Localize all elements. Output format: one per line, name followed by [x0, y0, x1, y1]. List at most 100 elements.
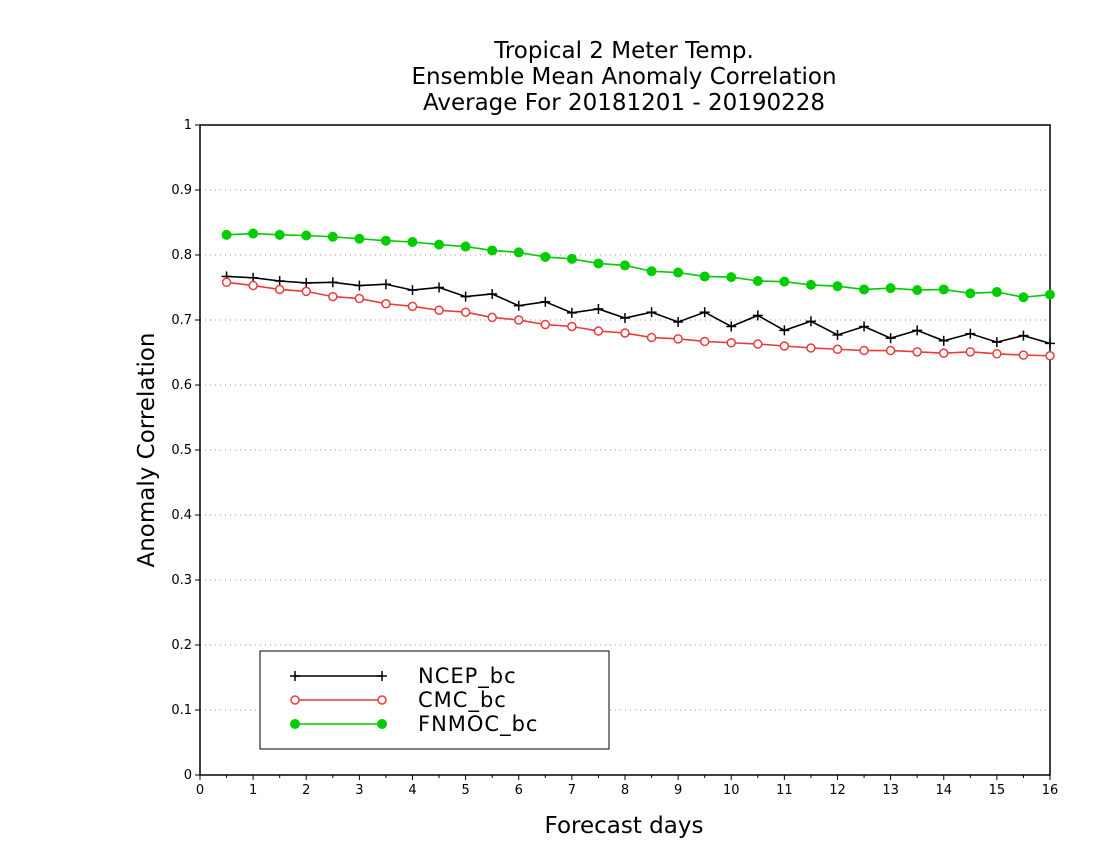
data-point — [620, 313, 630, 324]
data-point — [274, 229, 285, 240]
data-point — [699, 336, 710, 347]
data-point — [487, 245, 498, 256]
x-tick-label: 3 — [355, 783, 363, 798]
y-tick-label: 0.3 — [171, 573, 192, 588]
data-point — [301, 277, 312, 288]
x-tick-label: 11 — [776, 783, 793, 798]
data-point — [965, 328, 976, 339]
data-point — [248, 280, 258, 291]
x-tick-label: 4 — [408, 783, 416, 798]
data-point — [567, 321, 577, 332]
data-point — [805, 279, 816, 290]
data-point — [912, 347, 922, 357]
x-tick-label: 8 — [621, 783, 629, 798]
data-point — [779, 325, 790, 336]
legend-label: NCEP_bc — [418, 664, 517, 689]
x-tick-label: 0 — [196, 783, 204, 798]
data-point — [912, 325, 923, 336]
y-tick-label: 0.4 — [171, 508, 192, 523]
data-point — [434, 239, 445, 250]
data-point — [381, 299, 391, 309]
data-point — [646, 332, 657, 343]
data-point — [991, 337, 1002, 348]
data-point — [593, 326, 604, 336]
data-point — [1045, 289, 1055, 300]
data-point — [377, 671, 387, 681]
data-point — [805, 316, 816, 327]
series-line — [226, 232, 1051, 299]
data-point — [646, 307, 657, 318]
chart-title-line-2: Ensemble Mean Anomaly Correlation — [411, 64, 836, 90]
data-point — [434, 305, 444, 315]
data-point — [1018, 292, 1029, 303]
legend-item-ncep-bc: NCEP_bc — [290, 664, 517, 689]
data-point — [328, 291, 338, 302]
x-tick-label: 16 — [1042, 783, 1059, 798]
legend-label: CMC_bc — [418, 688, 507, 713]
data-point — [290, 671, 300, 681]
data-point — [354, 293, 365, 304]
data-point — [540, 251, 551, 262]
data-point — [354, 280, 365, 291]
data-point — [620, 260, 630, 271]
legend-item-cmc-bc: CMC_bc — [290, 688, 507, 713]
y-tick-label: 0.5 — [171, 443, 192, 458]
data-point — [380, 235, 391, 246]
series-line — [226, 275, 1051, 345]
data-point — [939, 348, 949, 358]
y-tick-label: 0.2 — [171, 638, 192, 653]
data-point — [407, 237, 418, 247]
x-tick-label: 15 — [989, 783, 1006, 798]
x-tick-label: 10 — [723, 783, 740, 798]
data-point — [885, 345, 896, 356]
data-point — [301, 230, 312, 241]
data-point — [752, 276, 763, 286]
x-tick-label: 14 — [935, 783, 952, 798]
data-point — [885, 283, 896, 294]
data-point — [673, 267, 684, 278]
data-point — [487, 289, 498, 299]
y-tick-label: 0.7 — [171, 313, 192, 328]
data-point — [938, 335, 949, 346]
data-point — [593, 303, 604, 314]
data-point — [832, 344, 843, 354]
y-axis-label: Anomaly Correlation — [134, 332, 160, 567]
x-tick-label: 1 — [249, 783, 257, 798]
data-point — [859, 284, 870, 295]
y-axis: 0 0.1 0.2 0.3 0.4 0.5 0.6 0.7 0.8 0.9 1 — [171, 118, 200, 783]
data-point — [540, 319, 551, 330]
data-point — [593, 258, 604, 269]
data-point — [513, 247, 524, 258]
y-tick-label: 1 — [184, 118, 192, 133]
data-point — [726, 338, 736, 348]
data-point — [327, 277, 338, 288]
data-point — [752, 310, 763, 321]
data-point — [673, 316, 684, 327]
y-tick-label: 0.6 — [171, 378, 192, 393]
data-point — [1018, 330, 1029, 341]
data-point — [460, 307, 471, 317]
data-point — [248, 228, 259, 239]
data-point — [832, 281, 843, 292]
x-tick-label: 6 — [515, 783, 523, 798]
data-point — [327, 231, 338, 242]
data-point — [699, 307, 710, 318]
data-point — [938, 284, 949, 295]
data-point — [1045, 351, 1055, 361]
data-point — [699, 271, 710, 282]
x-tick-label: 5 — [461, 783, 469, 798]
series-line — [226, 281, 1051, 357]
y-tick-label: 0.1 — [171, 703, 192, 718]
series-fnmoc-bc — [221, 228, 1055, 303]
series-ncep-bc — [221, 271, 1055, 349]
data-point — [859, 345, 869, 356]
data-point — [274, 276, 285, 286]
data-point — [434, 282, 445, 293]
series-cmc-bc — [221, 277, 1055, 361]
data-point — [377, 719, 387, 729]
data-point — [221, 229, 232, 240]
data-point — [354, 233, 365, 244]
legend-item-fnmoc-bc: FNMOC_bc — [290, 712, 537, 737]
data-point — [407, 285, 418, 296]
